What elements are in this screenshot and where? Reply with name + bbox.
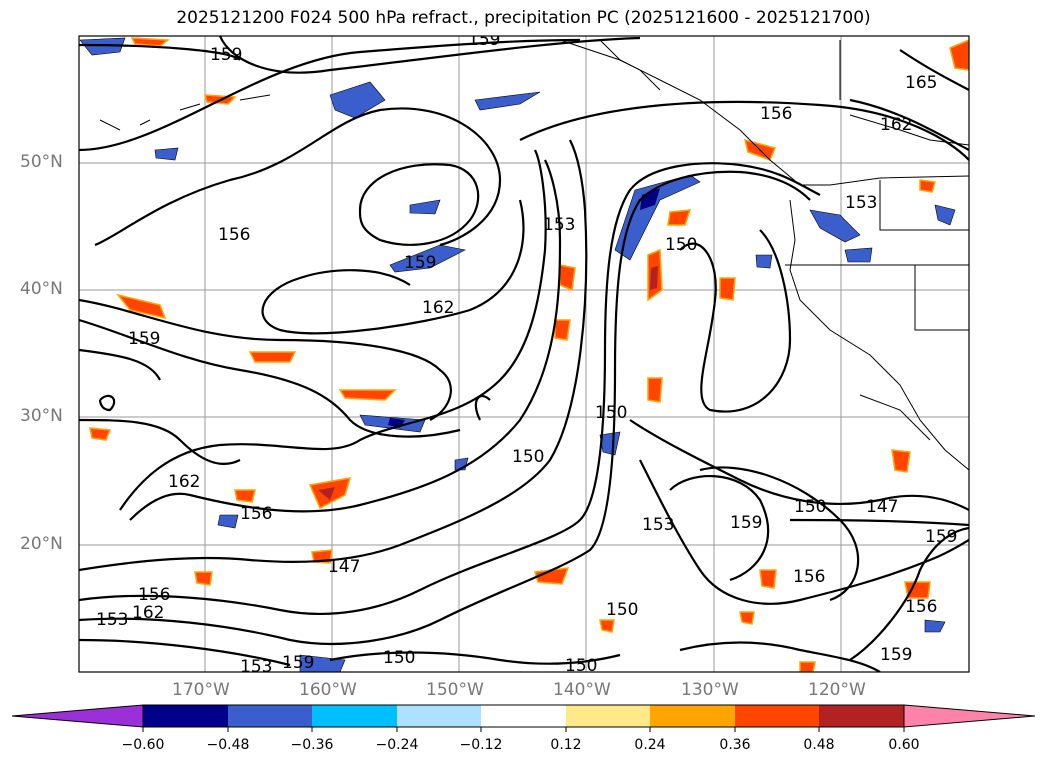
colorbar-tick-label: 0.48: [803, 737, 835, 753]
contour-label: 150: [794, 497, 826, 517]
colorbar-tick-label: 0.60: [888, 737, 920, 753]
lat-label: 30°N: [20, 406, 63, 426]
contour-label: 153: [543, 215, 575, 235]
precip-positive-fills: [89, 37, 969, 672]
map-frame: [78, 35, 970, 673]
lon-label: 170°W: [172, 680, 230, 700]
colorbar-segment: [481, 705, 566, 727]
contour-label: 159: [880, 645, 912, 665]
contour-label: 162: [168, 472, 200, 492]
colorbar-segment: [735, 705, 819, 727]
colorbar-segment: [819, 705, 904, 727]
contour-label: 159: [404, 253, 436, 273]
contour-label: 150: [512, 447, 544, 467]
lon-label: 130°W: [681, 680, 739, 700]
colorbar-tick-label: 0.24: [634, 737, 666, 753]
contour-label: 156: [240, 504, 272, 524]
contour-label: 153: [96, 610, 128, 630]
colorbar-segment: [650, 705, 735, 727]
contour-label: 159: [925, 527, 957, 547]
colorbar-extend-max: [903, 704, 1036, 728]
contour-label: 159: [128, 329, 160, 349]
contour-label: 150: [565, 656, 597, 676]
lat-label: 40°N: [20, 279, 63, 299]
colorbar-tick-label: −0.12: [459, 737, 503, 753]
chart-title: 2025121200 F024 500 hPa refract., precip…: [176, 8, 871, 28]
colorbar-tick-label: −0.24: [375, 737, 419, 753]
colorbar-tick-label: 0.36: [719, 737, 751, 753]
colorbar-tick-label: −0.60: [121, 737, 165, 753]
colorbar-extend-min: [11, 704, 144, 728]
colorbar-segment: [397, 705, 481, 727]
contour-label: 150: [595, 403, 627, 423]
contour-label: 153: [845, 193, 877, 213]
contour-label: 153: [240, 657, 272, 677]
contour-label: 159: [468, 30, 500, 50]
lat-label: 50°N: [20, 152, 63, 172]
graticule: [79, 36, 969, 672]
precip-negative-fills: [79, 37, 956, 672]
contour-label: 159: [282, 653, 314, 673]
contour-label: 150: [383, 648, 415, 668]
contour-label: 159: [730, 513, 762, 533]
colorbar-tick-label: 0.12: [550, 737, 582, 753]
lat-label: 20°N: [20, 534, 63, 554]
contour-label: 156: [760, 104, 792, 124]
lon-label: 150°W: [426, 680, 484, 700]
map-background: [79, 36, 969, 672]
contour-label: 156: [793, 567, 825, 587]
colorbar-segment: [566, 705, 650, 727]
colorbar: [11, 704, 1036, 732]
colorbar-tick-label: −0.36: [290, 737, 334, 753]
contour-label: 162: [880, 115, 912, 135]
contour-label: 153: [642, 515, 674, 535]
refractivity-contours: [79, 36, 969, 672]
colorbar-segment: [228, 705, 312, 727]
contour-label: 156: [905, 597, 937, 617]
contour-label: 150: [665, 235, 697, 255]
contour-label: 162: [132, 603, 164, 623]
colorbar-tick-label: −0.48: [206, 737, 250, 753]
contour-label: 165: [905, 73, 937, 93]
lon-label: 140°W: [553, 680, 611, 700]
lon-label: 160°W: [299, 680, 357, 700]
coastlines: [99, 39, 969, 471]
lon-label: 120°W: [808, 680, 866, 700]
contour-label: 150: [606, 600, 638, 620]
contour-label: 147: [328, 557, 360, 577]
contour-label: 162: [422, 298, 454, 318]
contour-label: 156: [138, 585, 170, 605]
contour-labels: 159 159 165 162 156 153 159 150 153 156 …: [96, 30, 957, 677]
contour-label: 159: [210, 45, 242, 65]
contour-label: 156: [218, 225, 250, 245]
colorbar-segment: [312, 705, 397, 727]
contour-label: 147: [866, 497, 898, 517]
colorbar-segment: [143, 705, 228, 727]
